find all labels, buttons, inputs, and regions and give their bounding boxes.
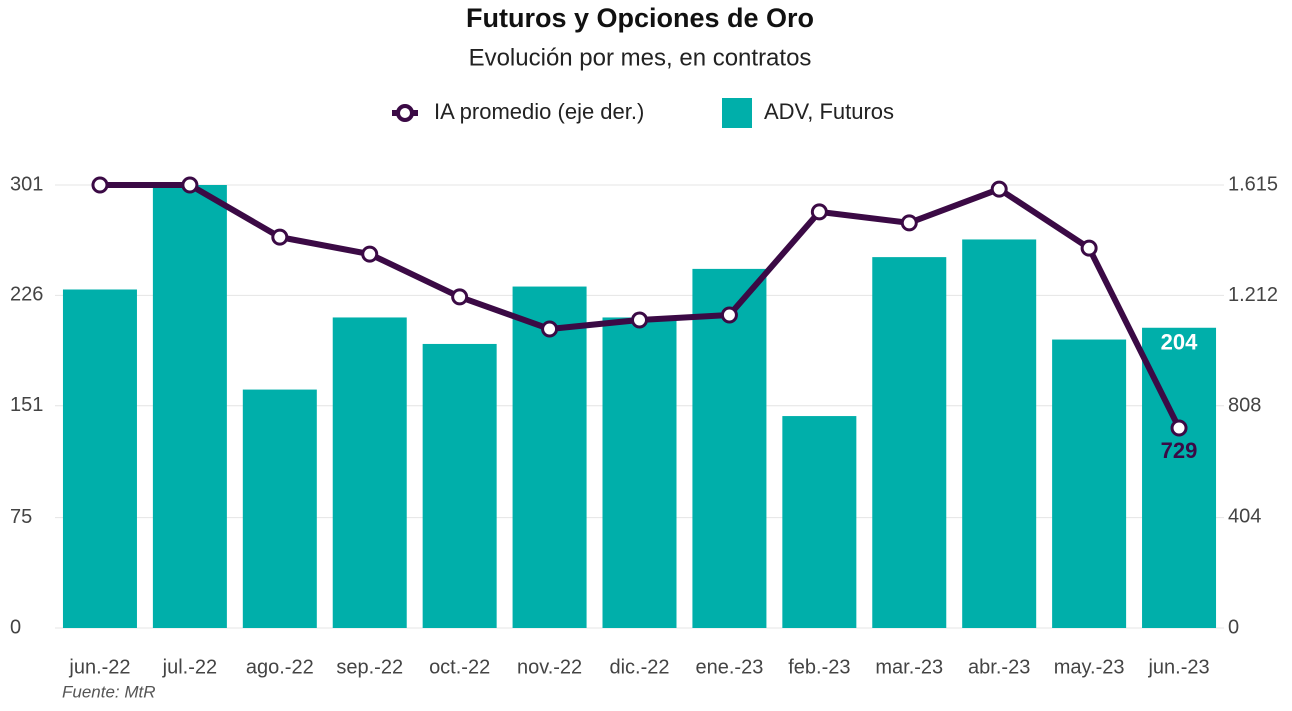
y-tick-label: 226: [10, 284, 43, 306]
line-point: [271, 228, 289, 246]
x-tick-label: jun.-22: [68, 656, 130, 678]
bar: [152, 185, 227, 628]
bar: [602, 317, 677, 628]
data-label: 729: [1161, 438, 1198, 463]
y2-tick-label: 808: [1228, 395, 1261, 417]
legend-swatch: [722, 98, 752, 128]
x-tick-label: oct.-22: [429, 656, 490, 678]
data-label: 204: [1161, 330, 1198, 355]
x-tick-label: feb.-23: [788, 656, 850, 678]
line-point: [810, 203, 828, 221]
bar: [692, 268, 767, 628]
line-point: [541, 320, 559, 338]
bar: [512, 286, 587, 628]
bar: [1052, 339, 1127, 628]
line-point: [1080, 239, 1098, 257]
x-tick-label: ene.-23: [696, 656, 764, 678]
line-point: [361, 245, 379, 263]
x-tick-label: dic.-22: [609, 656, 669, 678]
y-tick-label: 75: [10, 506, 32, 528]
chart-title: Futuros y Opciones de Oro: [466, 3, 814, 33]
y-tick-label: 0: [10, 616, 21, 638]
line-point: [91, 176, 109, 194]
y2-tick-label: 1.212: [1228, 284, 1278, 306]
x-tick-label: mar.-23: [875, 656, 943, 678]
legend-label: ADV, Futuros: [764, 99, 894, 124]
line-point: [900, 214, 918, 232]
x-tick-label: jul.-22: [162, 656, 217, 678]
x-tick-label: sep.-22: [336, 656, 403, 678]
bar: [62, 289, 137, 628]
y2-tick-label: 404: [1228, 505, 1261, 527]
source: Fuente: MtR: [62, 682, 156, 701]
y2-tick-label: 1.615: [1228, 173, 1278, 195]
bar: [422, 343, 497, 628]
bar: [872, 257, 947, 628]
line-point: [1170, 419, 1188, 437]
bar: [962, 239, 1037, 629]
bar: [242, 389, 317, 628]
line-point: [631, 311, 648, 329]
x-tick-label: ago.-22: [246, 656, 314, 678]
bar: [782, 416, 857, 628]
bar: [332, 317, 407, 628]
y-tick-label: 301: [10, 173, 43, 195]
line-point: [451, 288, 469, 306]
y2-tick-label: 0: [1228, 616, 1239, 638]
legend-label: IA promedio (eje der.): [434, 99, 644, 124]
line-point: [720, 306, 738, 324]
legend-marker: [396, 104, 414, 122]
x-tick-label: jun.-23: [1147, 656, 1209, 678]
line-point: [181, 176, 199, 194]
y-tick-label: 151: [10, 394, 43, 416]
line-point: [990, 180, 1008, 198]
chart-subtitle: Evolución por mes, en contratos: [469, 44, 812, 71]
x-tick-label: abr.-23: [968, 656, 1030, 678]
x-tick-label: nov.-22: [517, 656, 582, 678]
x-tick-label: may.-23: [1054, 656, 1125, 678]
